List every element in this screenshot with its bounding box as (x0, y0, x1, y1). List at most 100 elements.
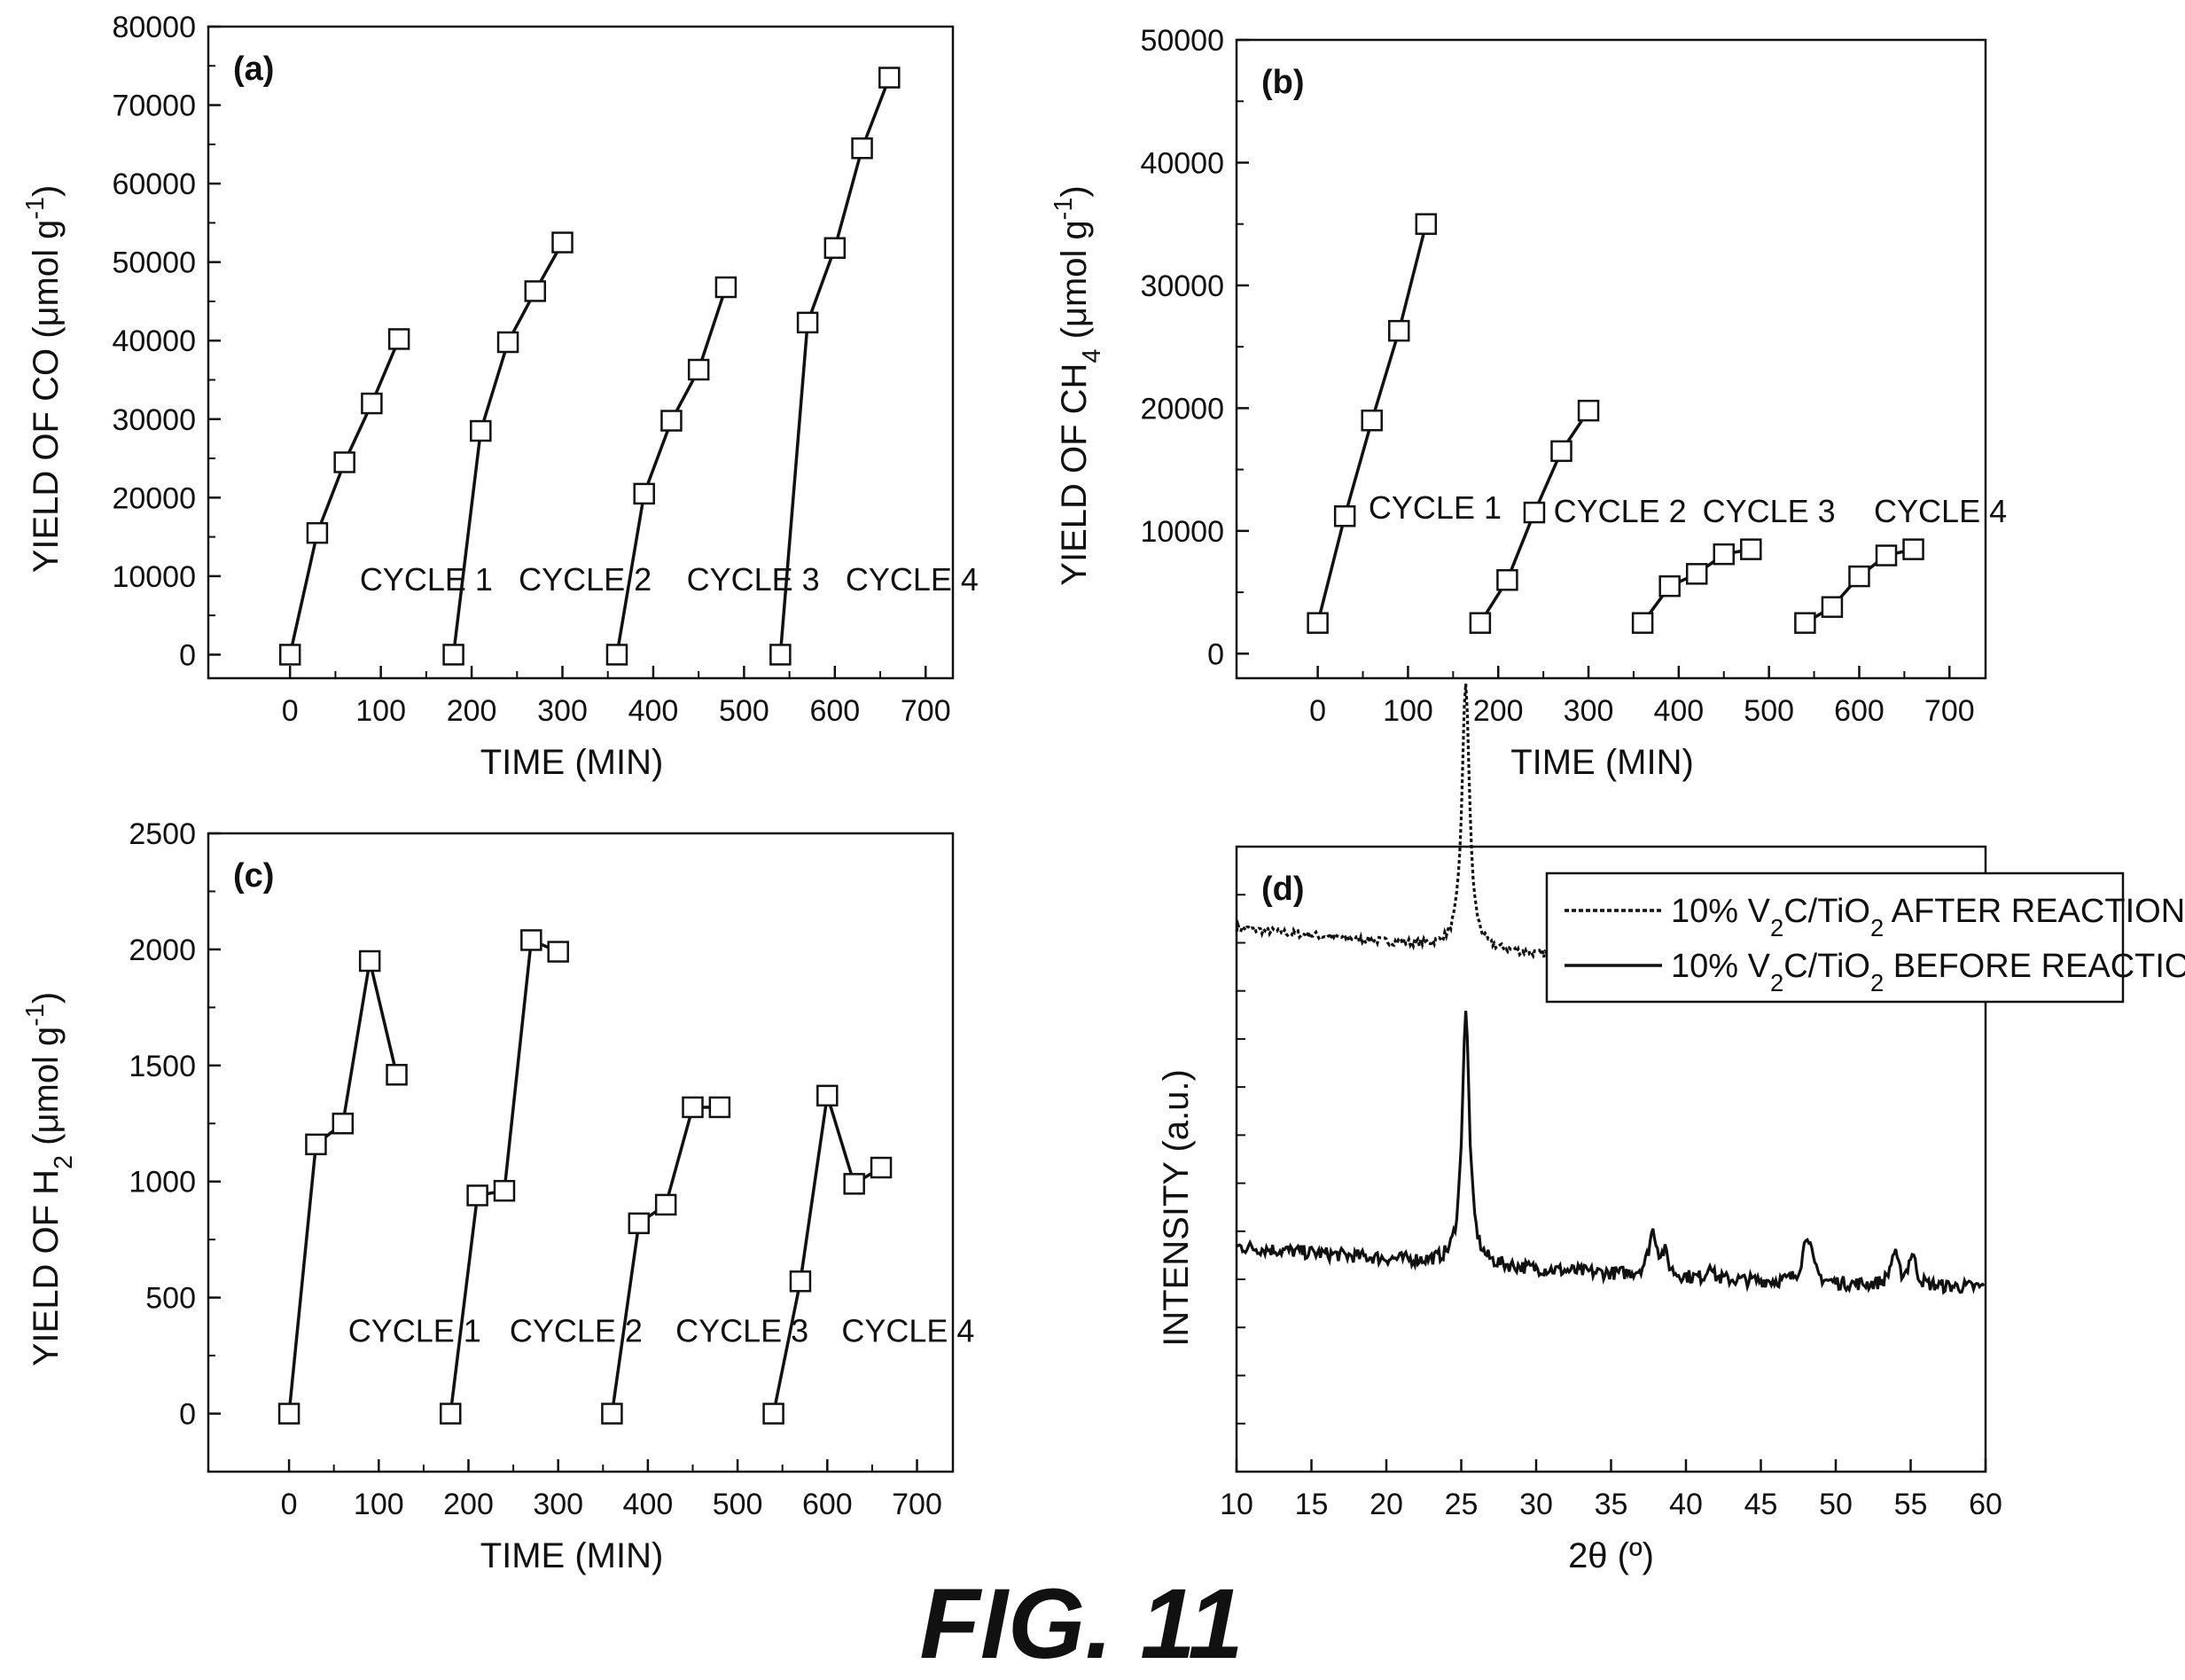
data-point-marker (1361, 409, 1383, 432)
figure-title: FIG. 11 (919, 1568, 1243, 1679)
label-segment: ) (27, 185, 66, 197)
label-segment: 2 (50, 1155, 78, 1169)
x-tick-label: 100 (355, 694, 406, 728)
x-tick-label: 10 (1220, 1488, 1253, 1521)
panel-label: (a) (233, 51, 274, 88)
data-point-marker (1469, 612, 1492, 634)
y-tick-label: 80000 (112, 11, 196, 44)
x-tick-label: 35 (1595, 1488, 1628, 1521)
y-tick-label: 2000 (129, 934, 196, 967)
data-point-marker (601, 1403, 623, 1425)
data-point-marker (708, 1096, 731, 1119)
label-segment: 2 (1870, 914, 1884, 942)
data-point-marker (714, 276, 737, 299)
y-tick-label: 30000 (1140, 270, 1224, 303)
data-point-marker (470, 419, 492, 442)
plot-frame (207, 832, 955, 1473)
data-point-marker (277, 1403, 300, 1425)
y-tick-label: 40000 (1140, 146, 1224, 180)
x-tick-label: 0 (281, 1488, 298, 1521)
legend-box (1545, 871, 2125, 1004)
series-line (610, 1106, 720, 1414)
series-cycle-3: CYCLE 3 (605, 276, 820, 666)
y-axis-title: YIELD OF CH4 (μmol g-1) (1050, 185, 1106, 585)
x-tick-label: 60 (1969, 1488, 2002, 1521)
y-tick-label: 50000 (112, 246, 196, 280)
label-segment: YIELD OF H (27, 1169, 66, 1366)
data-point-marker (496, 331, 519, 354)
data-point-marker (762, 1403, 784, 1425)
x-tick-label: 600 (1834, 694, 1885, 728)
panel-label: (c) (233, 857, 274, 895)
data-point-marker (1713, 543, 1736, 566)
data-point-marker (1307, 612, 1329, 634)
cycle-label: CYCLE 4 (841, 1312, 974, 1348)
data-point-marker (493, 1179, 516, 1202)
panel-b-ch4-yield: 0 100 200 300 400 500 600 700 0 10000 20000 30000 40… (1050, 24, 2007, 782)
series-cycle-4: CYCLE 4 (762, 1084, 974, 1425)
y-tick-label: 500 (145, 1282, 196, 1316)
series-cycle-1: CYCLE 1 (278, 328, 493, 666)
label-segment: -1 (21, 197, 50, 220)
data-point-marker (1631, 612, 1654, 634)
x-axis-title: 2θ (º) (1568, 1536, 1654, 1575)
x-tick-label: 40 (1669, 1488, 1703, 1521)
label-segment: -1 (1050, 198, 1078, 221)
data-point-marker (524, 280, 547, 302)
data-point-marker (843, 1173, 865, 1195)
series-cycle-2: CYCLE 2 (442, 231, 652, 666)
data-point-marker (1415, 213, 1438, 235)
data-point-marker (789, 1270, 812, 1293)
y-tick-label: 20000 (1140, 392, 1224, 426)
x-tick-label: 0 (282, 694, 299, 728)
data-point-marker (628, 1212, 651, 1235)
y-tick-label: 1000 (129, 1166, 196, 1199)
y-tick-label: 0 (1207, 637, 1224, 671)
legend-label: 10% V2C/TiO2 BEFORE REACTION (1671, 948, 2185, 996)
data-point-marker (823, 237, 847, 259)
y-tick-label: 20000 (112, 481, 196, 515)
x-tick-label: 400 (628, 694, 679, 728)
x-axis-title: TIME (MIN) (1510, 743, 1694, 782)
data-point-marker (796, 311, 819, 334)
data-point-marker (547, 941, 569, 963)
x-tick-label: 200 (1473, 694, 1524, 728)
data-point-marker (1333, 504, 1356, 527)
x-tick-label: 300 (533, 1488, 583, 1521)
y-tick-label: 30000 (112, 403, 196, 437)
panel-label: (d) (1261, 871, 1305, 908)
x-tick-label: 200 (443, 1488, 494, 1521)
x-tick-label: 700 (1924, 694, 1975, 728)
panel-a-co-yield: 0 100 200 300 400 500 600 700 0 10000 20000 30000 40… (21, 11, 979, 782)
label-segment: C/TiO (1783, 948, 1870, 985)
x-tick-label: 400 (1653, 694, 1704, 728)
data-point-marker (878, 66, 901, 89)
data-point-marker (278, 644, 301, 666)
x-tick-label: 500 (1744, 694, 1794, 728)
data-point-marker (387, 328, 410, 350)
x-axis-title: TIME (MIN) (480, 743, 664, 782)
series-cycle-1: CYCLE 1 (277, 949, 481, 1425)
data-point-marker (333, 451, 355, 473)
data-point-marker (1902, 538, 1924, 560)
data-point-marker (361, 392, 383, 415)
y-tick-label: 40000 (112, 324, 196, 358)
data-point-marker (1550, 440, 1572, 463)
data-point-marker (1875, 544, 1898, 567)
data-point-marker (851, 137, 873, 160)
series-cycle-2: CYCLE 2 (1469, 399, 1687, 634)
label-segment: AFTER REACTION (1884, 893, 2185, 930)
x-tick-label: 100 (354, 1488, 404, 1521)
series-before-reaction-line (1236, 1011, 1986, 1295)
data-point-marker (816, 1084, 839, 1107)
series-cycle-2: CYCLE 2 (440, 929, 643, 1425)
cycle-label: CYCLE 3 (687, 561, 820, 598)
plot-frame (207, 25, 955, 680)
data-point-marker (551, 231, 574, 254)
y-tick-label: 10000 (112, 560, 196, 594)
x-tick-label: 200 (447, 694, 497, 728)
data-point-marker (687, 358, 710, 381)
